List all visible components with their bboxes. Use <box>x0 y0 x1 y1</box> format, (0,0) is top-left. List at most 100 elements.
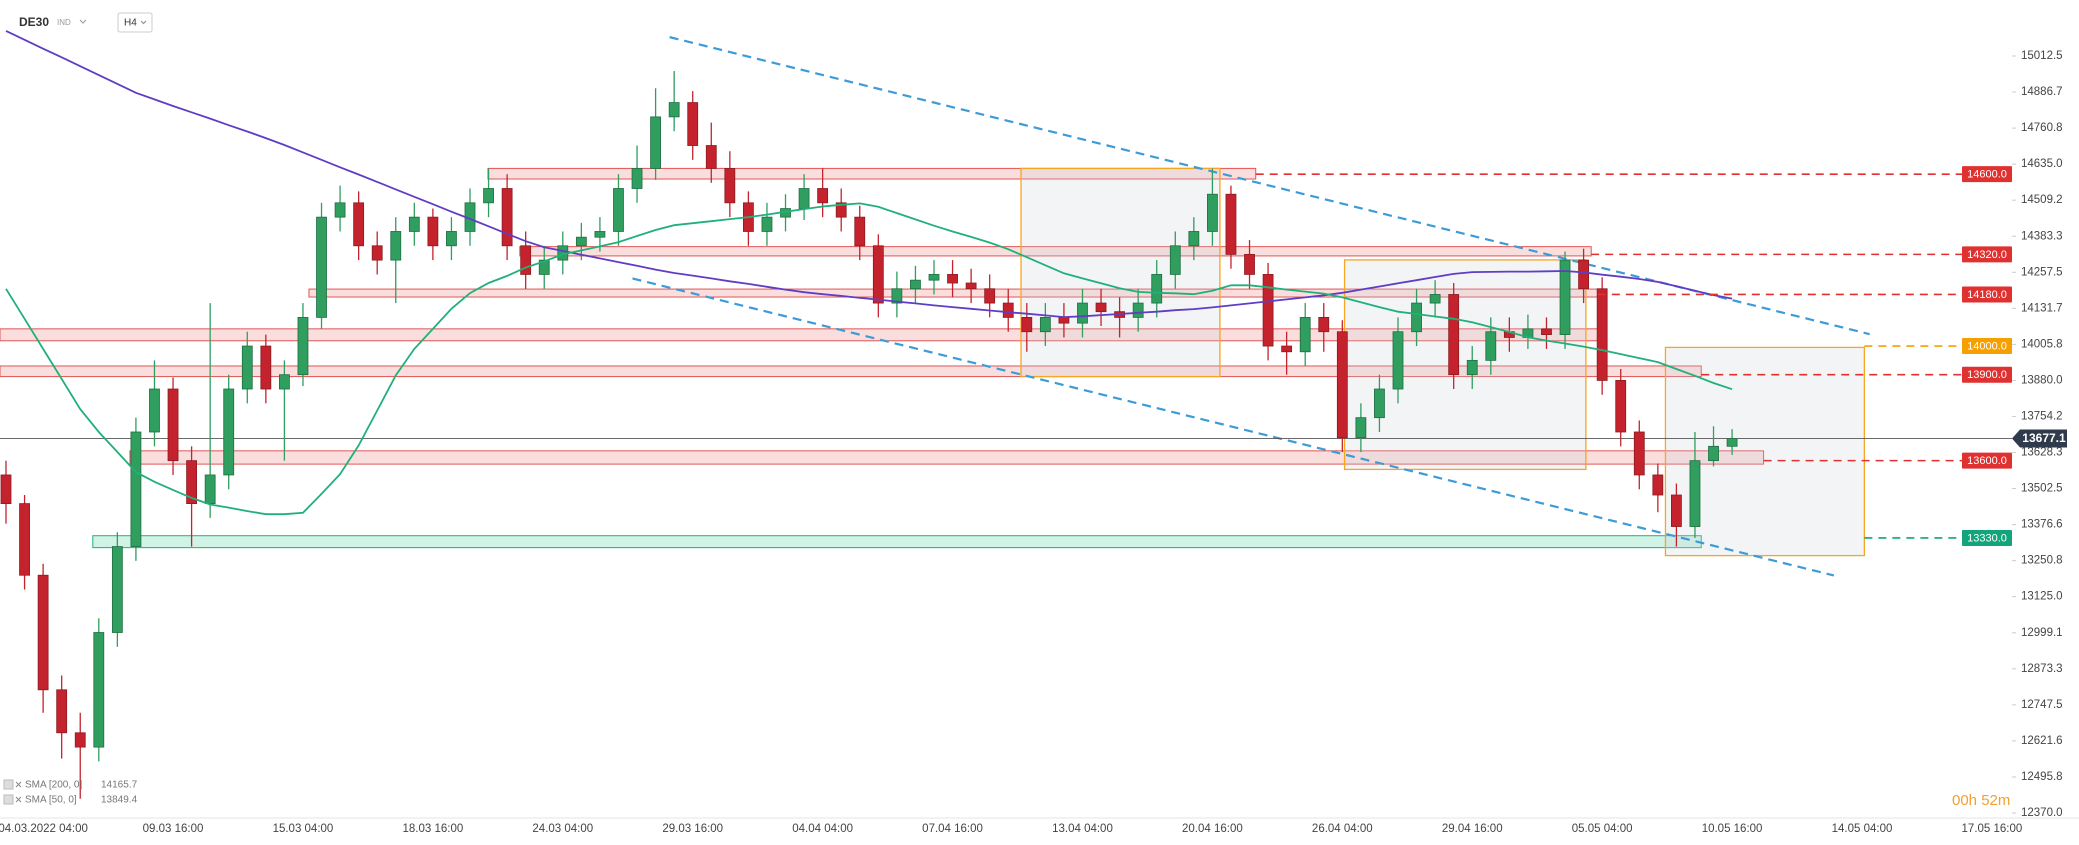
y-tick-label: 15012.5 <box>2021 50 2063 62</box>
candle-timer: 00h 52m <box>1952 792 2010 809</box>
candle-body <box>798 188 810 209</box>
candle-body <box>1485 331 1497 361</box>
x-tick-label: 20.04 16:00 <box>1182 823 1243 835</box>
dropdown-caret[interactable] <box>79 19 87 24</box>
candle-body <box>408 216 420 232</box>
candle-body <box>1002 302 1014 318</box>
candle-body <box>1466 359 1478 376</box>
timeframe-button[interactable] <box>117 12 153 33</box>
candle-body <box>1207 193 1218 232</box>
y-tick-label: 13502.5 <box>2021 483 2063 495</box>
x-tick-label: 14.05 04:00 <box>1832 823 1893 835</box>
candle-body <box>520 245 532 275</box>
y-tick-label: 13250.8 <box>2021 555 2063 567</box>
candle-body <box>167 388 179 462</box>
current-price-tag <box>2012 429 2067 448</box>
candle-body <box>130 431 142 547</box>
candle-body <box>947 274 958 284</box>
level-tag-label: 13600.0 <box>1967 455 2007 467</box>
level-tag <box>1962 166 2012 183</box>
candle-body <box>37 574 49 691</box>
x-tick-label: 26.04 04:00 <box>1312 823 1373 835</box>
candle-body <box>984 288 996 304</box>
x-tick-label: 17.05 16:00 <box>1962 823 2023 835</box>
candle-body <box>19 503 30 576</box>
y-tick-label: 13880.0 <box>2021 374 2063 386</box>
annotations <box>0 36 1870 577</box>
candle-body <box>1095 302 1107 313</box>
candle-body <box>910 279 921 290</box>
candle-body <box>1355 417 1367 439</box>
market: IND <box>57 18 71 27</box>
candle-body <box>93 632 105 748</box>
legend-name: SMA [50, 0] <box>25 795 77 806</box>
candle-body <box>1077 302 1088 324</box>
legend-name: SMA [200, 0] <box>25 780 82 791</box>
y-tick-label: 14131.7 <box>2021 302 2063 314</box>
level-tag <box>1962 366 2012 383</box>
candle-body <box>186 460 198 505</box>
candle-body <box>56 689 68 734</box>
candle-body <box>223 388 235 476</box>
moving-average-line <box>5 30 1733 319</box>
candle-body <box>297 317 309 376</box>
legend-icon <box>3 779 14 790</box>
y-tick-label: 12747.5 <box>2021 699 2063 711</box>
candle-body <box>1429 294 1441 304</box>
resistance-zone <box>519 246 1592 257</box>
x-tick-label: 18.03 16:00 <box>402 823 463 835</box>
legend-icon <box>3 794 14 805</box>
resistance-zone <box>0 365 1702 378</box>
candle-body <box>446 231 457 247</box>
candle-body <box>668 102 680 118</box>
level-tag <box>1962 286 2012 303</box>
candle-body <box>241 345 253 390</box>
x-tick-label: 29.04 16:00 <box>1442 823 1503 835</box>
candle-body <box>427 216 439 247</box>
moving-average-line <box>5 202 1733 516</box>
candle-body <box>1169 245 1181 275</box>
timeframe[interactable]: H4 <box>124 18 137 29</box>
candle-body <box>817 188 829 204</box>
candle-body <box>1336 331 1348 439</box>
y-tick-label: 14509.2 <box>2021 194 2063 206</box>
candle-body <box>575 236 587 247</box>
support-zone <box>92 535 1702 549</box>
candle-body <box>965 282 977 290</box>
candle-body <box>613 188 624 232</box>
candle-body <box>278 374 290 390</box>
level-tag <box>1962 529 2012 546</box>
candle-body <box>1726 438 1738 447</box>
y-tick-label: 14886.7 <box>2021 86 2063 98</box>
x-tick-label: 05.05 04:00 <box>1572 823 1633 835</box>
level-tag-label: 14320.0 <box>1967 249 2007 261</box>
y-tick-label: 12873.3 <box>2021 663 2063 675</box>
level-tag-label: 13900.0 <box>1967 369 2007 381</box>
candle-body <box>1281 345 1293 353</box>
candle-body <box>483 188 494 204</box>
candle-body <box>1615 380 1627 433</box>
x-tick-label: 24.03 04:00 <box>532 823 593 835</box>
y-tick-label: 13125.0 <box>2021 591 2063 603</box>
candle-body <box>149 388 160 433</box>
candle-body <box>1652 474 1664 496</box>
candle-body <box>1132 302 1144 318</box>
candle-body <box>74 732 86 748</box>
candle-body <box>316 216 327 318</box>
candle-body <box>204 474 216 505</box>
y-tick-label: 13754.2 <box>2021 410 2063 422</box>
y-tick-label: 12621.6 <box>2021 735 2063 747</box>
candle-body <box>390 231 402 261</box>
candle-body <box>334 202 346 218</box>
level-tag-label: 13330.0 <box>1967 532 2007 544</box>
y-tick-label: 14257.5 <box>2021 266 2063 278</box>
candle-body <box>761 216 773 232</box>
y-tick-label: 12999.1 <box>2021 627 2063 639</box>
symbol[interactable]: DE30 <box>19 15 49 29</box>
candles <box>0 71 1738 799</box>
x-tick-label: 15.03 04:00 <box>273 823 334 835</box>
legend-value: 14165.7 <box>101 780 138 791</box>
level-tag-label: 14600.0 <box>1967 169 2007 181</box>
candle-body <box>0 474 12 505</box>
x-tick-label: 13.04 04:00 <box>1052 823 1113 835</box>
